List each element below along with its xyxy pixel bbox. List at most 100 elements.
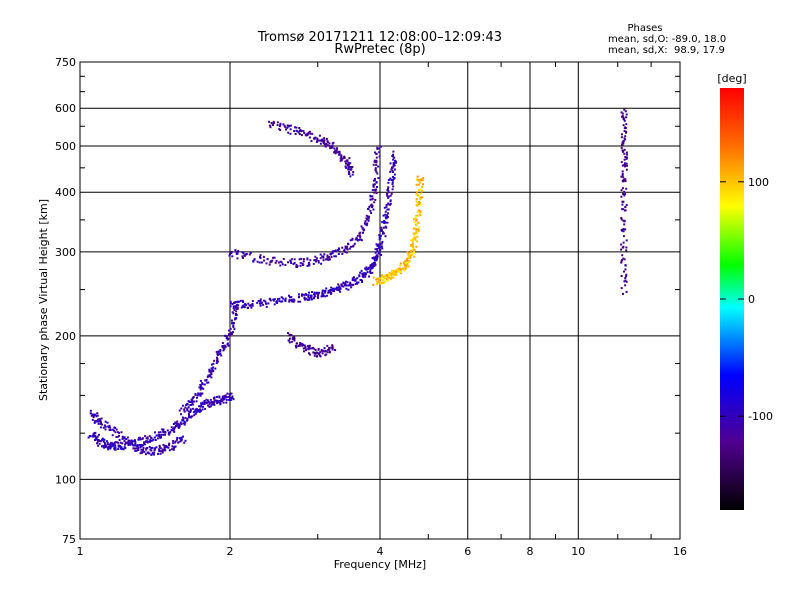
data-point xyxy=(233,308,236,311)
data-point xyxy=(201,382,204,385)
data-point xyxy=(378,155,381,158)
data-point xyxy=(222,401,225,404)
data-point xyxy=(395,270,398,273)
data-point xyxy=(388,273,391,276)
data-point xyxy=(622,164,625,167)
data-point xyxy=(378,151,381,154)
data-point xyxy=(231,255,234,258)
data-point xyxy=(155,434,158,437)
data-point xyxy=(325,353,328,356)
data-point xyxy=(621,229,623,232)
data-point xyxy=(196,394,199,397)
data-point xyxy=(341,157,344,160)
data-point xyxy=(392,185,395,188)
data-point xyxy=(97,440,100,442)
data-point xyxy=(213,403,216,406)
data-point xyxy=(363,228,366,231)
data-point xyxy=(104,445,107,448)
data-point xyxy=(385,226,388,229)
data-point xyxy=(374,263,377,266)
data-point xyxy=(344,282,347,285)
data-point xyxy=(417,221,420,224)
data-point xyxy=(226,342,229,345)
data-point xyxy=(242,305,245,308)
data-point xyxy=(361,227,364,230)
data-point xyxy=(279,122,282,125)
x-tick-label: 8 xyxy=(527,545,534,558)
data-point xyxy=(204,379,207,382)
data-point xyxy=(337,247,340,250)
data-point xyxy=(311,291,313,294)
data-point xyxy=(316,351,319,354)
data-point xyxy=(375,170,378,173)
data-point xyxy=(290,258,293,261)
data-point xyxy=(340,284,343,287)
data-point xyxy=(115,428,118,431)
data-point xyxy=(166,429,169,432)
data-point xyxy=(394,272,397,275)
data-point xyxy=(314,352,317,355)
data-point xyxy=(249,252,252,254)
data-point xyxy=(620,195,623,198)
data-point xyxy=(287,261,289,264)
data-point xyxy=(379,246,382,249)
data-point xyxy=(144,453,147,456)
data-point xyxy=(621,164,624,167)
data-point xyxy=(381,240,384,243)
data-point xyxy=(111,428,114,431)
data-point xyxy=(310,140,313,142)
data-point xyxy=(268,120,270,123)
data-point xyxy=(394,161,397,164)
data-point xyxy=(312,296,315,299)
data-point xyxy=(621,259,623,262)
data-point xyxy=(384,235,387,238)
data-point xyxy=(390,277,392,280)
data-point xyxy=(232,398,235,401)
data-point xyxy=(259,302,261,305)
data-point xyxy=(283,124,286,127)
data-point xyxy=(252,259,255,262)
data-point xyxy=(623,223,626,226)
data-point xyxy=(413,233,416,236)
data-point xyxy=(414,238,417,241)
data-point xyxy=(367,219,370,222)
data-point xyxy=(89,435,92,438)
x-axis-label: Frequency [MHz] xyxy=(334,558,426,571)
data-point xyxy=(178,437,181,440)
data-point xyxy=(224,345,227,348)
data-point xyxy=(390,276,393,279)
data-point xyxy=(621,246,624,249)
data-point xyxy=(232,312,235,315)
data-point xyxy=(387,212,389,215)
data-point xyxy=(286,124,289,127)
data-point xyxy=(375,156,378,159)
data-point xyxy=(137,447,140,449)
data-point xyxy=(188,416,190,419)
data-point xyxy=(395,268,398,271)
data-point xyxy=(625,273,628,276)
data-point xyxy=(210,369,213,372)
data-point xyxy=(200,409,203,412)
data-point xyxy=(620,287,623,290)
data-point xyxy=(419,214,422,217)
data-point xyxy=(139,446,142,449)
data-point xyxy=(256,260,259,263)
data-point xyxy=(306,264,309,267)
data-point xyxy=(191,399,194,402)
data-point xyxy=(245,253,248,255)
data-point xyxy=(338,153,340,156)
data-point xyxy=(270,122,273,124)
data-point xyxy=(141,444,144,447)
data-point xyxy=(367,267,370,270)
data-point xyxy=(384,275,387,278)
data-point xyxy=(404,260,407,263)
data-point xyxy=(106,441,109,444)
data-point xyxy=(381,221,384,224)
data-point xyxy=(625,290,628,293)
data-point xyxy=(390,168,393,171)
data-point xyxy=(229,253,231,256)
data-point xyxy=(280,296,283,299)
data-point xyxy=(407,253,410,256)
data-point xyxy=(118,439,121,441)
data-point xyxy=(415,183,418,186)
